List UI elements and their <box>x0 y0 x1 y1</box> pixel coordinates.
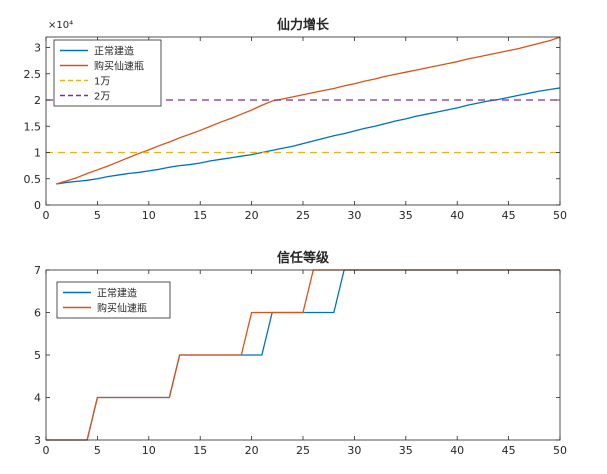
x-tick-label: 30 <box>347 209 361 222</box>
x-tick-label: 30 <box>347 444 361 457</box>
x-tick-label: 10 <box>142 444 156 457</box>
legend-label-3: 1万 <box>94 77 110 88</box>
y-tick-label: 6 <box>34 307 41 320</box>
x-tick-label: 15 <box>193 444 207 457</box>
y-tick-label: 7 <box>34 264 41 277</box>
y-tick-label: 1.5 <box>24 120 42 133</box>
x-tick-label: 25 <box>296 209 310 222</box>
x-tick-label: 10 <box>142 209 156 222</box>
y-tick-label: 4 <box>34 392 41 405</box>
x-tick-label: 5 <box>94 209 101 222</box>
series-group <box>46 269 560 441</box>
y-tick-label: 1 <box>34 147 41 160</box>
x-tick-label: 20 <box>245 444 259 457</box>
y-tick-label: 0 <box>34 199 41 212</box>
legend-label-1: 正常建造 <box>97 287 137 300</box>
x-tick-label: 40 <box>450 444 464 457</box>
x-tick-label: 35 <box>399 209 413 222</box>
x-tick-label: 35 <box>399 444 413 457</box>
series-line-2 <box>56 36 560 185</box>
x-tick-label: 0 <box>43 444 50 457</box>
legend-label-1: 正常建造 <box>94 45 134 58</box>
y-tick-label: 2.5 <box>24 68 42 81</box>
y-tick-label: 5 <box>34 349 41 362</box>
x-tick-label: 5 <box>94 444 101 457</box>
legend-box <box>56 281 171 319</box>
x-tick-label: 45 <box>502 444 516 457</box>
series-line-1 <box>56 87 560 185</box>
x-tick-label: 50 <box>553 444 567 457</box>
x-tick-label: 20 <box>245 209 259 222</box>
y-tick-label: 3 <box>34 42 41 55</box>
y-tick-label: 0.5 <box>24 173 42 186</box>
y-exponent-label: ×10⁴ <box>48 20 73 31</box>
legend-label-4: 2万 <box>94 92 110 103</box>
y-tick-label: 3 <box>34 434 41 447</box>
legend-label-2: 购买仙速瓶 <box>94 60 144 73</box>
x-tick-label: 0 <box>43 209 50 222</box>
x-tick-label: 15 <box>193 209 207 222</box>
x-tick-label: 40 <box>450 209 464 222</box>
series-line-2 <box>46 269 560 441</box>
chart-title-power-growth: 仙力增长 <box>277 17 330 33</box>
chart-panel-power-growth: 0 5 10 15 20 25 30 35 40 45 50 0 0.5 1 1.5 2 2.5 3 仙力增长 ×10… <box>24 17 568 222</box>
x-tick-label: 25 <box>296 444 310 457</box>
x-tick-label: 50 <box>553 209 567 222</box>
x-tick-label: 45 <box>502 209 516 222</box>
y-tick-label: 2 <box>34 94 41 107</box>
legend-label-2: 购买仙速瓶 <box>97 302 147 315</box>
chart-title-trust-level: 信任等级 <box>277 250 330 266</box>
